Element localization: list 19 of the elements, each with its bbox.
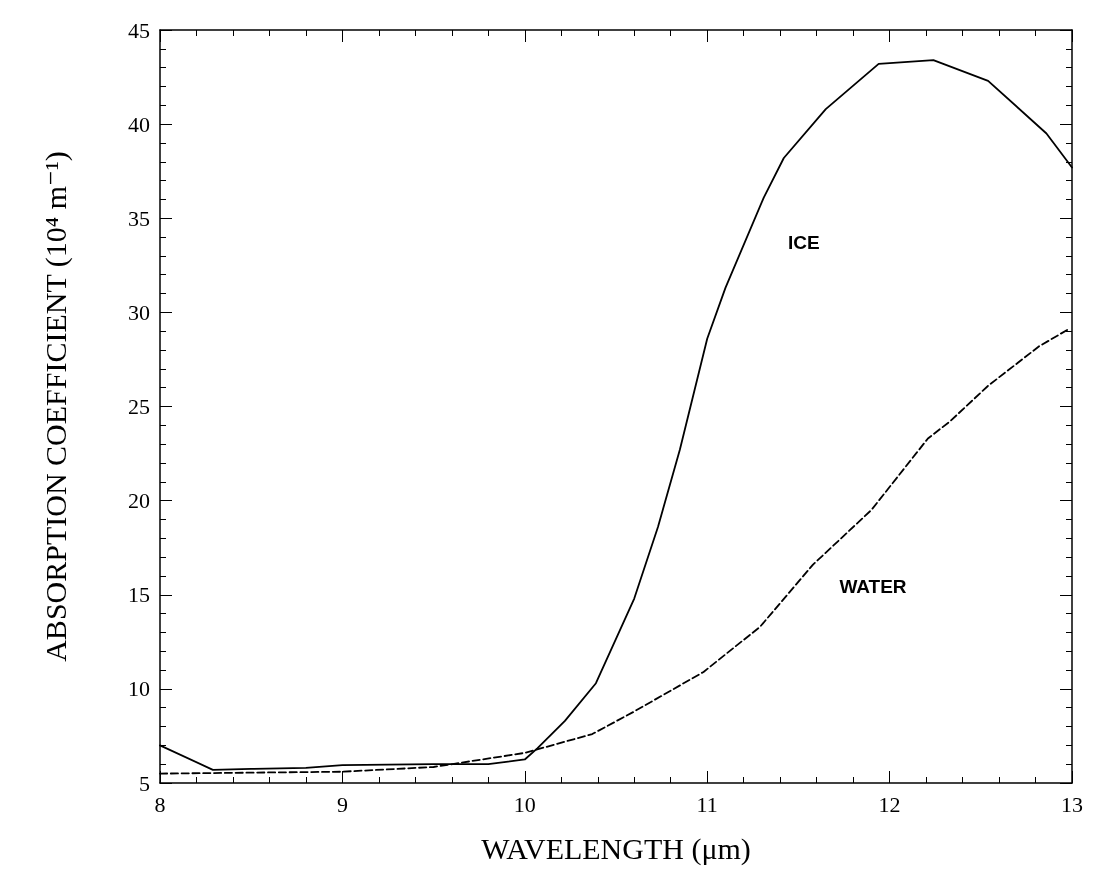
x-tick-label: 10 [513,791,536,817]
y-tick-label: 30 [128,299,150,325]
y-tick-label: 40 [128,111,150,137]
series-label: WATER [839,576,907,598]
y-tick-label: 20 [128,488,150,514]
y-axis-title: ABSORPTION COEFFICIENT (10⁴ m⁻¹) [38,151,73,662]
y-tick-label: 5 [139,770,150,796]
x-tick-label: 11 [696,791,718,817]
x-tick-label: 12 [878,791,901,817]
x-tick-label: 8 [154,791,166,817]
series-label: ICE [787,232,820,254]
x-axis-title: WAVELENGTH (μm) [481,831,751,866]
y-tick-label: 35 [128,205,150,231]
y-tick-label: 45 [128,17,150,43]
x-tick-label: 13 [1061,791,1083,817]
y-tick-label: 10 [128,676,150,702]
y-tick-label: 25 [128,394,150,419]
x-tick-label: 9 [336,791,348,817]
y-tick-label: 15 [128,582,150,608]
